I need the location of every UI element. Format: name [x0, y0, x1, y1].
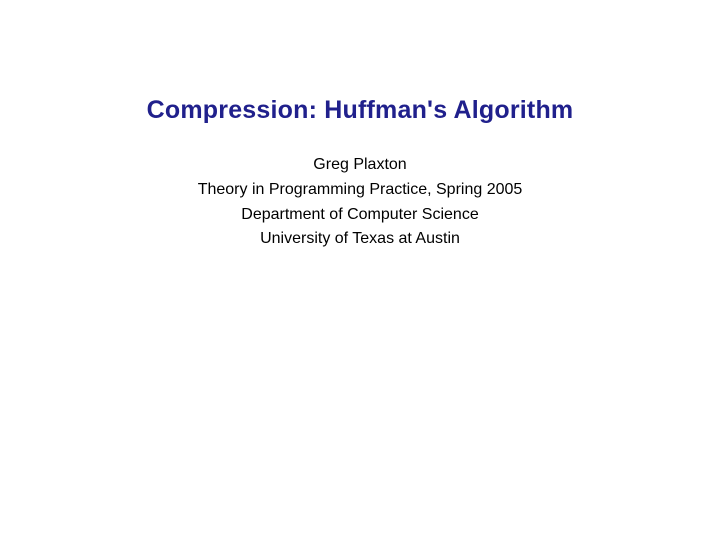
slide-title: Compression: Huffman's Algorithm: [0, 96, 720, 125]
subtitle-line: Department of Computer Science: [0, 203, 720, 228]
slide: Compression: Huffman's Algorithm Greg Pl…: [0, 0, 720, 557]
slide-subtitle-block: Greg Plaxton Theory in Programming Pract…: [0, 153, 720, 252]
subtitle-line: Greg Plaxton: [0, 153, 720, 178]
subtitle-line: Theory in Programming Practice, Spring 2…: [0, 178, 720, 203]
subtitle-line: University of Texas at Austin: [0, 227, 720, 252]
